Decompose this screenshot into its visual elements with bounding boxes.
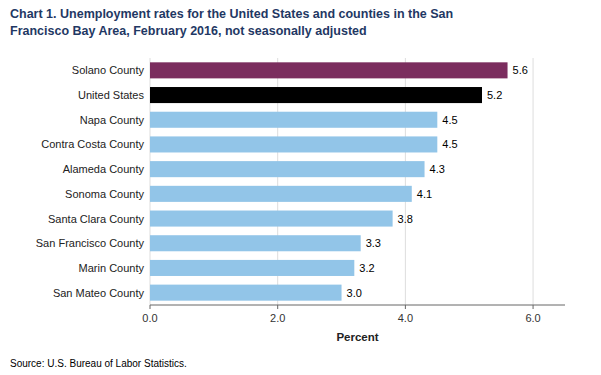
chart: Chart 1. Unemployment rates for the Unit…: [0, 0, 601, 375]
bar: [150, 161, 425, 177]
data-label: 3.0: [347, 287, 362, 299]
data-label: 3.2: [359, 262, 374, 274]
data-labels: 3.0 3.2 3.3 3.8 4.1 4.3 4.5 4.5 5.2 5.6: [347, 64, 528, 298]
y-axis: San Mateo County Marin County San Francisc…: [36, 64, 145, 298]
x-axis-line: [150, 305, 565, 306]
category-label: San Francisco County: [36, 237, 145, 249]
tick-label: 0.0: [142, 312, 157, 324]
data-label: 3.3: [366, 237, 381, 249]
tick-mark: [150, 305, 151, 309]
title-line: Chart 1. Unemployment rates for the Unit…: [10, 7, 453, 21]
tick-label: 4.0: [398, 312, 413, 324]
category-label: Napa County: [80, 114, 145, 126]
category-label: Santa Clara County: [48, 213, 144, 225]
tick-mark: [533, 305, 534, 309]
bar: [150, 87, 482, 103]
data-label: 4.3: [430, 163, 445, 175]
bar: [150, 186, 412, 202]
bar: [150, 112, 437, 128]
data-label: 3.8: [398, 213, 413, 225]
bar: [150, 235, 361, 251]
tick-label: 2.0: [270, 312, 285, 324]
x-axis: 0.0 2.0 4.0 6.0: [142, 305, 565, 324]
bar: [150, 62, 508, 78]
title: Chart 1. Unemployment rates for the Unit…: [10, 7, 453, 38]
bar: [150, 136, 437, 152]
bar: [150, 211, 393, 227]
annotation: Source: U.S. Bureau of Labor Statistics.: [10, 358, 187, 369]
category-label: Marin County: [79, 262, 145, 274]
data-label: 5.6: [513, 64, 528, 76]
category-label: Alameda County: [63, 163, 145, 175]
grid-line: [533, 58, 534, 305]
tick-mark: [405, 305, 406, 309]
tick-mark: [277, 305, 278, 309]
category-label: San Mateo County: [53, 287, 145, 299]
category-label: United States: [78, 89, 145, 101]
data-label: 4.5: [442, 138, 457, 150]
data-label: 4.1: [417, 188, 432, 200]
bar: [150, 285, 342, 301]
data-label: 5.2: [487, 89, 502, 101]
grid: [150, 58, 533, 305]
bars: [150, 62, 508, 300]
tick-label: 6.0: [525, 312, 540, 324]
title-line: Francisco Bay Area, February 2016, not s…: [10, 24, 367, 38]
category-label: Sonoma County: [65, 188, 144, 200]
category-label: Solano County: [72, 64, 145, 76]
category-label: Contra Costa County: [41, 138, 144, 150]
x-axis-label: Percent: [336, 331, 378, 343]
bar: [150, 260, 354, 276]
data-label: 4.5: [442, 114, 457, 126]
